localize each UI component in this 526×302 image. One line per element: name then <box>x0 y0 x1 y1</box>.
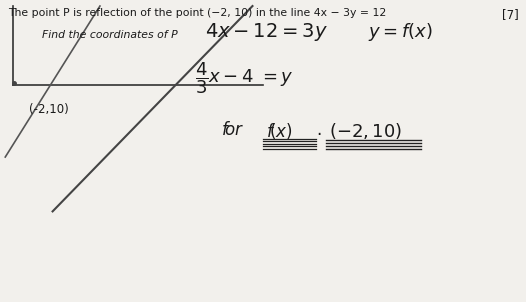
Text: $\dfrac{4}{3}x-4\ =y$: $\dfrac{4}{3}x-4\ =y$ <box>195 60 294 96</box>
Text: $(-2,10)$: $(-2,10)$ <box>329 121 402 141</box>
Text: $y= f(x)$: $y= f(x)$ <box>368 21 433 43</box>
Text: $f\!(x)$: $f\!(x)$ <box>266 121 292 141</box>
Text: $f\!or$: $f\!or$ <box>221 121 244 139</box>
Text: [7]: [7] <box>502 8 519 21</box>
Text: The point P is reflection of the point (−2, 10) in the line 4x − 3y = 12: The point P is reflection of the point (… <box>8 8 386 18</box>
Text: $.$: $.$ <box>316 121 321 139</box>
Text: $4x-12= 3y$: $4x-12= 3y$ <box>205 21 328 43</box>
Text: (-2,10): (-2,10) <box>29 103 69 116</box>
Text: Find the coordinates of P: Find the coordinates of P <box>42 30 178 40</box>
